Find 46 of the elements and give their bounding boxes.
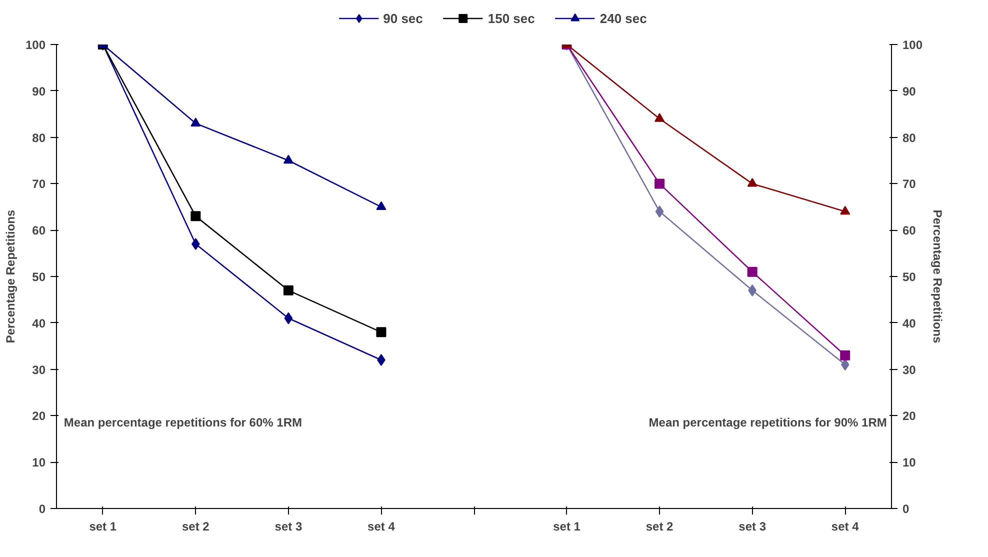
y2-tick-label: 20 [902, 409, 916, 424]
y2-tick-label: 60 [902, 224, 916, 238]
y-tick-label: 20 [32, 409, 46, 424]
y2-axis-title: Percentage Repetitions [930, 210, 945, 344]
legend-label: 90 sec [383, 10, 423, 26]
y-tick-label: 10 [32, 456, 46, 470]
legend-label: 150 sec [488, 10, 535, 26]
point [654, 178, 665, 189]
y-tick-label: 0 [38, 502, 46, 516]
y2-tick-label: 100 [902, 38, 923, 52]
x-tick-label: set 4 [831, 520, 860, 534]
y2-tick-label: 80 [902, 130, 916, 145]
annotation: Mean percentage repetitions for 60% 1RM [64, 416, 302, 430]
y2-tick-label: 0 [902, 502, 910, 516]
x-tick-label: set 3 [738, 520, 766, 534]
point [840, 358, 850, 371]
x-tick-label: set 4 [368, 520, 396, 534]
x-tick-label: set 2 [182, 520, 210, 534]
y2-tick-label: 70 [902, 177, 916, 192]
y-tick-label: 60 [32, 224, 46, 238]
x-tick-label: set 2 [646, 520, 674, 534]
y-tick-label: 70 [32, 177, 46, 192]
y-tick-label: 30 [32, 362, 46, 377]
y-tick-label: 80 [32, 130, 46, 145]
y-tick-label: 40 [32, 316, 46, 330]
y-axis-title: Percentage Repetitions [3, 209, 18, 344]
y-tick-label: 90 [32, 84, 46, 98]
y2-tick-label: 30 [902, 362, 916, 377]
point [747, 266, 758, 277]
y2-tick-label: 40 [902, 316, 916, 330]
y-tick-label: 50 [32, 270, 46, 284]
x-tick-label: set 3 [274, 520, 302, 534]
point [283, 285, 294, 296]
point [655, 206, 664, 218]
point [376, 327, 386, 338]
y-tick-label: 100 [25, 38, 46, 52]
x-tick-label: set 1 [89, 520, 117, 534]
point [840, 350, 850, 360]
y2-tick-label: 50 [902, 270, 916, 284]
point [284, 312, 293, 324]
annotation: Mean percentage repetitions for 90% 1RM [648, 416, 887, 430]
x-tick-label: set 1 [553, 520, 581, 534]
point [190, 211, 201, 222]
y2-tick-label: 90 [902, 84, 916, 98]
y2-tick-label: 10 [902, 456, 916, 470]
legend-label: 240 sec [600, 10, 647, 26]
